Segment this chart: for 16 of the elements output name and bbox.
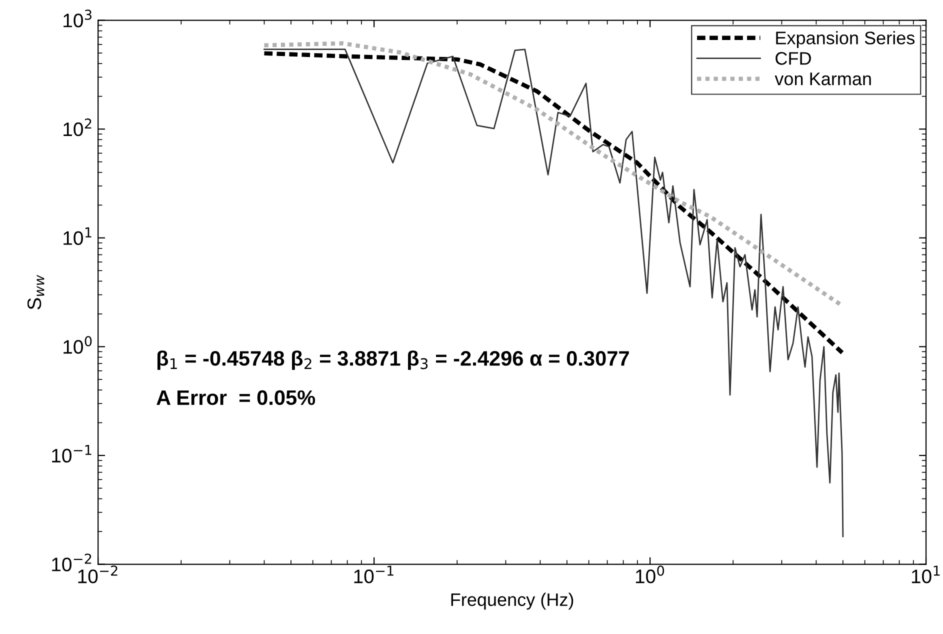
annotation: β$_{1}$ = -0.45748 β$_{2}$ = 3.8871 β$_{3}$ = -2.4296 α = 0.3077 bbox=[157, 350, 629, 370]
legend-label: Expansion Series bbox=[776, 31, 915, 48]
legend-label: CFD bbox=[776, 52, 811, 65]
legend-label: von Karman bbox=[774, 72, 871, 86]
annotation: A Error = 0.05% bbox=[156, 390, 316, 406]
x-tick-label: 10$^{0}$ bbox=[636, 566, 664, 584]
y-tick-label: 10$^{3}$ bbox=[64, 10, 92, 28]
x-tick-label: 10$^{1}$ bbox=[912, 566, 940, 584]
y-axis-title: S$_{ww}$ bbox=[27, 274, 44, 310]
x-tick-label: 10$^{−1}$ bbox=[354, 566, 394, 584]
y-tick-label: 10$^{2}$ bbox=[64, 118, 92, 136]
y-tick-label: 10$^{−1}$ bbox=[52, 445, 92, 463]
x-tick-label: 10$^{−2}$ bbox=[78, 566, 118, 584]
y-tick-label: 10$^{0}$ bbox=[64, 336, 92, 354]
y-tick-label: 10$^{1}$ bbox=[64, 227, 92, 245]
x-axis-title: Frequency (Hz) bbox=[451, 592, 574, 610]
